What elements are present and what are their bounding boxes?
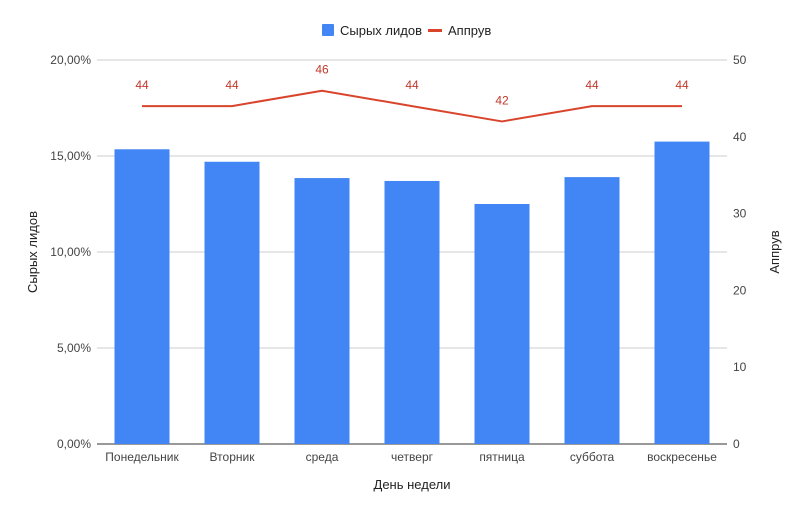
x-tick-label: пятница bbox=[479, 450, 525, 464]
bar bbox=[384, 180, 440, 444]
x-tick-label: Вторник bbox=[210, 450, 256, 464]
bar bbox=[564, 177, 620, 444]
legend-swatch-bar bbox=[322, 24, 334, 36]
legend: Сырых лидов Аппрув bbox=[322, 23, 491, 38]
y-right-tick-label: 10 bbox=[733, 360, 747, 374]
line-data-label: 46 bbox=[315, 63, 329, 77]
line-data-label: 44 bbox=[585, 78, 599, 92]
bar bbox=[654, 141, 710, 444]
line-series: 44 44 46 44 42 44 44 bbox=[135, 63, 689, 123]
x-axis-title: День недели bbox=[374, 477, 451, 492]
y-left-tick-label: 20,00% bbox=[50, 53, 91, 67]
legend-label-bar: Сырых лидов bbox=[340, 23, 422, 38]
y-right-tick-label: 30 bbox=[733, 207, 747, 221]
y-axis-title-left: Сырых лидов bbox=[25, 211, 40, 293]
y-left-tick-label: 10,00% bbox=[50, 245, 91, 259]
bar bbox=[294, 178, 350, 444]
x-tick-label: среда bbox=[306, 450, 339, 464]
bar bbox=[204, 161, 260, 444]
line-data-label: 44 bbox=[405, 78, 419, 92]
axis-ticks: 0,00% 5,00% 10,00% 15,00% 20,00% 0 10 20 30 40 50 П… bbox=[50, 53, 746, 464]
line-data-label: 42 bbox=[495, 93, 509, 107]
line-data-label: 44 bbox=[135, 78, 149, 92]
legend-label-line: Аппрув bbox=[448, 23, 491, 38]
line-data-label: 44 bbox=[675, 78, 689, 92]
x-tick-label: Понедельник bbox=[105, 450, 179, 464]
y-left-tick-label: 0,00% bbox=[57, 437, 91, 451]
y-right-tick-label: 40 bbox=[733, 130, 747, 144]
y-right-tick-label: 0 bbox=[733, 437, 740, 451]
bar-series bbox=[114, 141, 710, 444]
y-axis-title-right: Аппрув bbox=[767, 230, 782, 273]
line-data-label: 44 bbox=[225, 78, 239, 92]
legend-swatch-line bbox=[428, 29, 442, 32]
bar bbox=[114, 149, 170, 444]
x-tick-label: воскресенье bbox=[647, 450, 717, 464]
bar bbox=[474, 204, 530, 444]
y-left-tick-label: 15,00% bbox=[50, 149, 91, 163]
y-right-tick-label: 50 bbox=[733, 53, 747, 67]
y-right-tick-label: 20 bbox=[733, 283, 747, 297]
approval-line bbox=[142, 89, 682, 123]
x-tick-label: четверг bbox=[391, 450, 434, 464]
y-left-tick-label: 5,00% bbox=[57, 341, 91, 355]
x-tick-label: суббота bbox=[570, 450, 615, 464]
